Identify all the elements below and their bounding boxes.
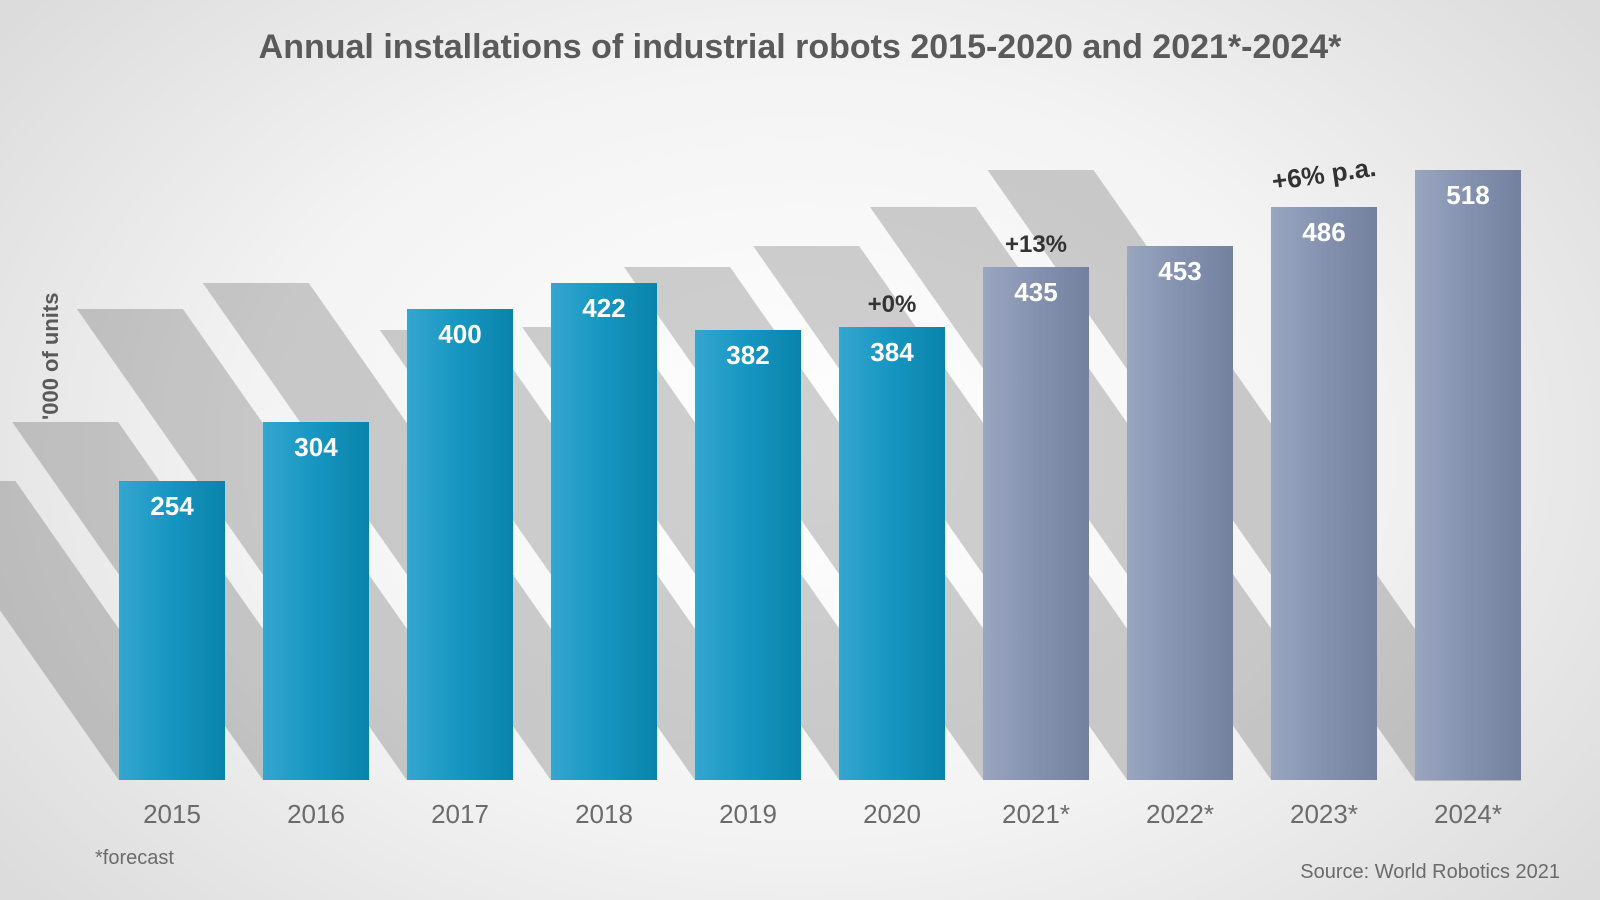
bar-value-label: 304 — [263, 432, 369, 463]
bar-actual: 422 — [551, 283, 657, 780]
bar-slot: 518 — [1396, 170, 1540, 781]
bar-value-label: 384 — [839, 337, 945, 368]
chart-canvas: Annual installations of industrial robot… — [0, 0, 1600, 900]
bar-actual: 304 — [263, 422, 369, 780]
bar-forecast: 518 — [1415, 170, 1521, 781]
bar-slot: 384+0% — [820, 327, 964, 780]
x-axis-label: 2018 — [532, 799, 676, 830]
bar-value-label: 400 — [407, 319, 513, 350]
bar-value-label: 518 — [1415, 180, 1521, 211]
growth-annotation: +13% — [983, 231, 1089, 259]
plot-area: 254304400422382384+0%435+13%453486+6% p.… — [100, 120, 1540, 780]
source-text: Source: World Robotics 2021 — [1300, 861, 1560, 884]
x-axis-label: 2021* — [964, 799, 1108, 830]
bar-slot: 486+6% p.a. — [1252, 207, 1396, 780]
bar-value-label: 486 — [1271, 217, 1377, 248]
bar-actual: 382 — [695, 330, 801, 780]
x-axis-label: 2024* — [1396, 799, 1540, 830]
bar-slot: 382 — [676, 330, 820, 780]
x-axis-label: 2020 — [820, 799, 964, 830]
bar-forecast: 435 — [983, 267, 1089, 780]
x-axis-label: 2015 — [100, 799, 244, 830]
bar-slot: 435+13% — [964, 267, 1108, 780]
x-axis-label: 2016 — [244, 799, 388, 830]
x-axis-label: 2023* — [1252, 799, 1396, 830]
bar-forecast: 453 — [1127, 246, 1233, 780]
bar-actual: 254 — [119, 481, 225, 780]
bar-slot: 254 — [100, 481, 244, 780]
bar-slot: 453 — [1108, 246, 1252, 780]
chart-title: Annual installations of industrial robot… — [0, 28, 1600, 67]
y-axis-label: '000 of units — [38, 293, 64, 420]
x-axis-label: 2017 — [388, 799, 532, 830]
bar-forecast: 486 — [1271, 207, 1377, 780]
bar-value-label: 254 — [119, 491, 225, 522]
growth-annotation: +0% — [839, 291, 945, 319]
bar-slot: 422 — [532, 283, 676, 780]
x-axis-label: 2022* — [1108, 799, 1252, 830]
bar-value-label: 435 — [983, 277, 1089, 308]
bar-value-label: 422 — [551, 293, 657, 324]
x-axis-labels: 2015201620172018201920202021*2022*2023*2… — [100, 799, 1540, 830]
bar-actual: 400 — [407, 309, 513, 780]
bar-actual: 384 — [839, 327, 945, 780]
growth-annotation: +6% p.a. — [1269, 152, 1378, 197]
bar-value-label: 382 — [695, 340, 801, 371]
footnote: *forecast — [95, 847, 174, 870]
x-axis-label: 2019 — [676, 799, 820, 830]
bar-slot: 400 — [388, 309, 532, 780]
bar-value-label: 453 — [1127, 256, 1233, 287]
bar-slot: 304 — [244, 422, 388, 780]
